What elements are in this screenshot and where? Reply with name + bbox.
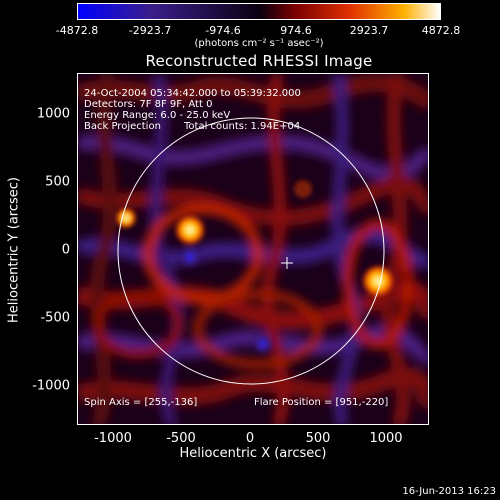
colorbar-units: (photons cm⁻² s⁻¹ asec⁻²): [194, 38, 324, 49]
x-tick: 1000: [369, 431, 403, 446]
x-tick: 0: [245, 431, 255, 446]
x-tick: -1000: [94, 431, 132, 446]
colorbar-tick: 2923.7: [349, 24, 389, 37]
colorbar-tick: 974.6: [280, 24, 312, 37]
y-tick: 0: [61, 242, 70, 258]
x-axis-label: Heliocentric X (arcsec): [179, 446, 327, 461]
y-axis-label: Heliocentric Y (arcsec): [6, 177, 22, 323]
spin-axis-marker: [281, 257, 293, 269]
x-tick: 500: [305, 431, 331, 446]
flare-position-label: Flare Position = [951,-220]: [254, 397, 389, 408]
solar-limb: [117, 117, 385, 385]
colorbar-tick: 4872.8: [421, 24, 461, 37]
y-tick: -500: [40, 310, 70, 326]
colorbar: [77, 3, 441, 20]
emission-texture: [78, 74, 428, 424]
colorbar-tick: -4872.8: [55, 24, 99, 37]
y-tick: -1000: [32, 378, 70, 394]
time-range: 24-Oct-2004 05:34:42.000 to 05:39:32.000: [84, 88, 301, 99]
bright-sources: [115, 180, 395, 355]
solar-image: 24-Oct-2004 05:34:42.000 to 05:39:32.000…: [77, 73, 429, 425]
total-counts: Total counts: 1.94E+04: [184, 121, 301, 132]
xray-map: [78, 74, 428, 424]
y-tick: 1000: [36, 106, 70, 122]
y-tick: 500: [45, 174, 70, 190]
method-info: Back Projection: [84, 121, 161, 132]
energy-range: Energy Range: 6.0 - 25.0 keV: [84, 110, 231, 121]
footer-date: 16-Jun-2013 16:23: [402, 486, 496, 497]
detectors-info: Detectors: 7F 8F 9F, Att 0: [84, 99, 213, 110]
x-tick: -500: [166, 431, 196, 446]
colorbar-tick: -2923.7: [128, 24, 172, 37]
spin-axis-label: Spin Axis = [255,-136]: [84, 397, 198, 408]
image-title: Reconstructed RHESSI Image: [145, 52, 373, 70]
colorbar-tick: -974.6: [205, 24, 241, 37]
